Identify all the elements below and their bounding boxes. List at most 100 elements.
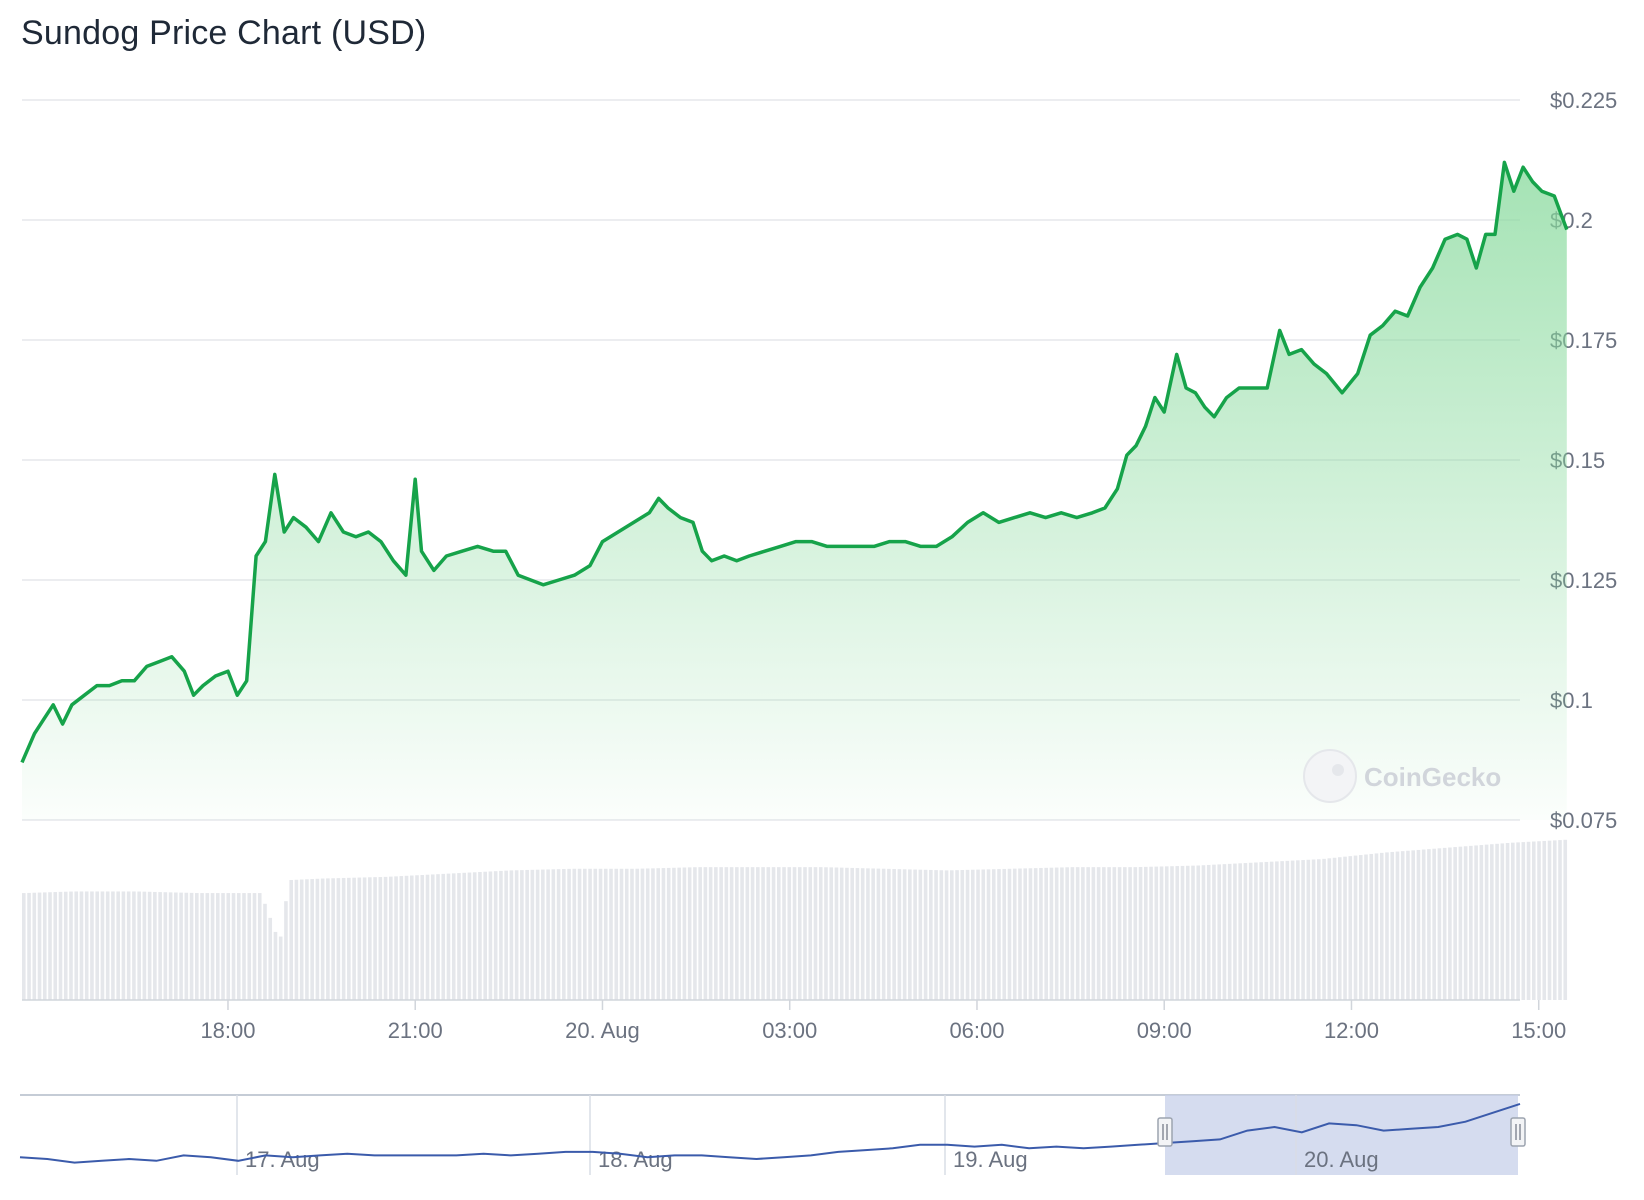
volume-bar <box>184 892 189 1000</box>
navigator[interactable]: 17. Aug 18. Aug 19. Aug 20. Aug <box>19 1094 1526 1175</box>
volume-bar <box>797 867 802 1000</box>
volume-bar <box>834 867 839 1000</box>
volume-bar <box>703 867 708 1000</box>
volume-bar <box>792 867 797 1000</box>
volume-bar <box>1217 864 1222 1000</box>
volume-bar <box>740 867 744 1000</box>
volume-bar <box>750 867 755 1000</box>
volume-bar <box>776 867 781 1000</box>
volume-bar <box>383 876 388 1000</box>
volume-bar <box>305 879 309 1000</box>
volume-bar <box>1275 861 1279 1000</box>
volume-bar <box>1185 865 1190 1000</box>
volume-bar <box>556 869 561 1000</box>
volume-bar <box>1154 866 1159 1000</box>
navigator-left-handle[interactable] <box>1157 1117 1173 1147</box>
volume-bar <box>1201 865 1206 1000</box>
volume-bar <box>934 870 938 1000</box>
volume-bar <box>892 869 896 1000</box>
volume-bar <box>630 868 634 1000</box>
volume-bar <box>1374 853 1379 1000</box>
volume-bar <box>1296 860 1300 1000</box>
volume-bar <box>446 873 451 1000</box>
volume-bar <box>756 867 760 1000</box>
volume-bar <box>1390 851 1395 1000</box>
volume-bar <box>1474 845 1478 1000</box>
volume-bar <box>399 876 404 1000</box>
volume-bar <box>771 867 776 1000</box>
coingecko-watermark: CoinGecko <box>1303 749 1501 803</box>
volume-bar <box>1023 868 1028 1000</box>
volume-bar <box>289 880 293 1000</box>
volume-bar <box>541 869 545 1000</box>
volume-bar <box>1385 852 1389 1000</box>
volume-bar <box>551 869 556 1000</box>
volume-bar <box>562 869 566 1000</box>
volume-bar <box>137 891 141 1000</box>
volume-bar <box>467 872 472 1000</box>
volume-bar <box>294 879 299 1000</box>
volume-bar <box>341 877 346 1000</box>
volume-bar <box>1358 855 1363 1000</box>
price-line[interactable] <box>20 160 1569 764</box>
volume-bar <box>1379 852 1384 1000</box>
volume-bar <box>997 869 1001 1000</box>
y-tick-label: $0.225 <box>1550 88 1617 113</box>
volume-bar <box>939 870 944 1000</box>
volume-bars <box>22 839 1568 1001</box>
volume-bar <box>535 869 540 1000</box>
volume-bar <box>1138 867 1143 1000</box>
volume-bar <box>1039 867 1043 1000</box>
volume-bar <box>409 875 414 1000</box>
navigator-selection[interactable] <box>1165 1095 1518 1175</box>
volume-bar <box>1206 864 1211 1000</box>
volume-bar <box>153 891 157 1000</box>
volume-bar <box>1123 867 1127 1000</box>
volume-bar <box>347 877 351 1000</box>
volume-bar <box>1070 867 1075 1000</box>
volume-bar <box>761 867 765 1000</box>
volume-bar <box>525 869 529 1000</box>
volume-bar <box>1091 867 1096 1000</box>
volume-bar <box>499 870 503 1000</box>
volume-bar <box>420 874 425 1000</box>
volume-bar <box>147 891 152 1000</box>
volume-bar <box>1448 847 1452 1000</box>
volume-bar <box>336 878 341 1000</box>
volume-bar <box>1317 859 1321 1000</box>
volume-bar <box>902 869 907 1000</box>
volume-bar <box>278 936 283 1000</box>
volume-bar <box>1332 857 1337 1000</box>
volume-bar <box>32 892 37 1000</box>
volume-bar <box>729 867 734 1000</box>
volume-bar <box>1054 867 1059 1000</box>
volume-bar <box>950 870 954 1000</box>
volume-bar <box>976 869 980 1000</box>
volume-bar <box>1453 847 1457 1000</box>
volume-bar <box>970 869 975 1000</box>
volume-bar <box>656 868 661 1000</box>
volume-bar <box>504 870 508 1000</box>
volume-bar <box>986 869 991 1000</box>
volume-bar <box>1280 861 1284 1000</box>
volume-bar <box>1012 868 1017 1000</box>
volume-bar <box>1432 848 1436 1000</box>
volume-bar <box>546 869 550 1000</box>
volume-bar <box>1269 861 1274 1000</box>
volume-bar <box>1133 867 1138 1000</box>
volume-bar <box>1191 865 1195 1000</box>
volume-bar <box>603 868 608 1000</box>
volume-bar <box>908 869 912 1000</box>
volume-bar <box>1442 847 1447 1000</box>
volume-bar <box>362 877 367 1000</box>
volume-bar <box>661 868 666 1000</box>
volume-bar <box>860 868 865 1000</box>
volume-bar <box>284 901 288 1000</box>
volume-bar <box>1469 845 1473 1000</box>
x-tick-label: 12:00 <box>1324 1018 1379 1043</box>
navigator-right-handle[interactable] <box>1510 1117 1526 1147</box>
volume-bar <box>425 874 430 1000</box>
volume-bar <box>79 891 84 1000</box>
volume-bar <box>619 868 624 1000</box>
